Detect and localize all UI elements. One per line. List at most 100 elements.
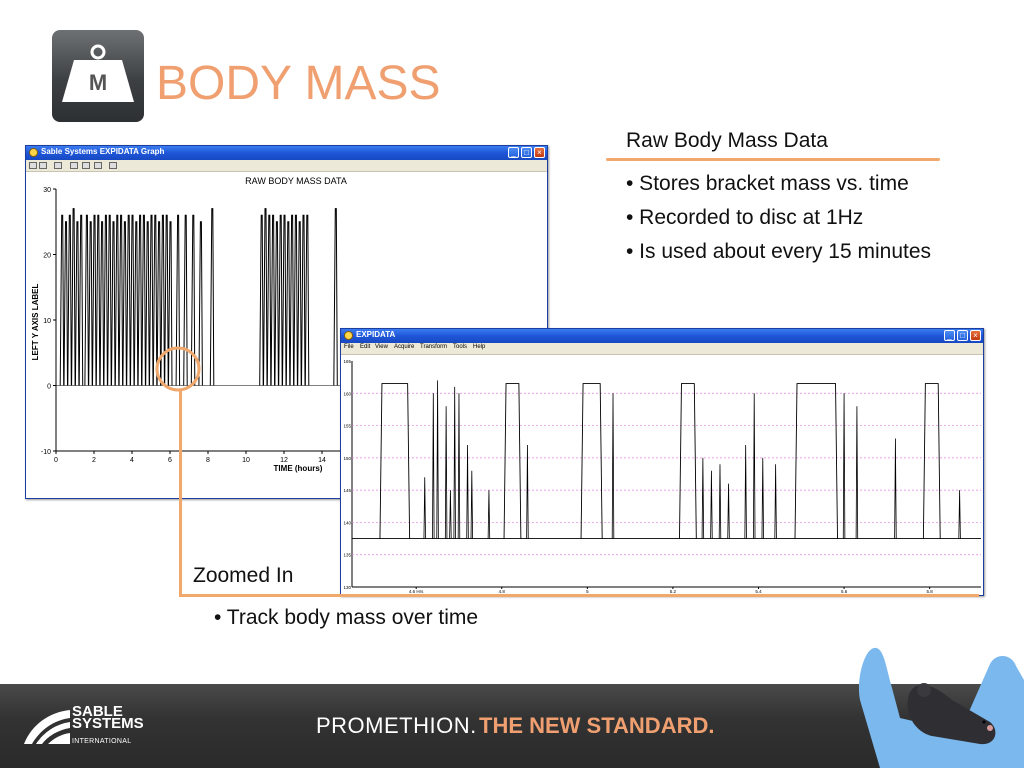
window-titlebar[interactable]: Sable Systems EXPIDATA Graph _ □ ×: [26, 146, 547, 160]
expidata-graph-window[interactable]: Sable Systems EXPIDATA Graph _ □ × RAW B…: [25, 145, 548, 499]
y-tick-label: 130: [343, 585, 351, 590]
y-tick-label: 145: [343, 488, 351, 493]
data-spike: [444, 406, 448, 539]
data-spike: [297, 221, 302, 386]
close-button[interactable]: ×: [534, 147, 545, 158]
y-axis-label: LEFT Y AXIS LABEL: [31, 284, 40, 361]
x-tick-label: 4: [130, 457, 134, 464]
tagline-product: PROMETHION.: [316, 713, 477, 738]
window-titlebar[interactable]: EXPIDATA _ □ ×: [341, 329, 983, 343]
y-tick-label: -10: [41, 449, 51, 456]
y-tick-label: 140: [343, 520, 351, 525]
x-tick-label: 5: [586, 589, 589, 593]
x-tick-label: 8: [206, 457, 210, 464]
zoom-icon[interactable]: [70, 162, 78, 169]
x-tick-label: 12: [280, 457, 288, 464]
chart-title: RAW BODY MASS DATA: [245, 176, 347, 186]
save-icon[interactable]: [39, 162, 47, 169]
weight-icon: M: [62, 44, 134, 102]
y-tick-label: 165: [343, 359, 351, 364]
heading-divider: [606, 158, 940, 161]
x-tick-label: 5.6: [841, 589, 848, 593]
data-spike: [59, 214, 65, 386]
data-spike: [145, 221, 150, 386]
data-spike: [118, 214, 124, 386]
menu-acquire[interactable]: Acquire: [394, 344, 415, 350]
data-spike: [727, 483, 730, 539]
data-spike: [141, 214, 146, 386]
camera-icon[interactable]: [109, 162, 117, 169]
data-spike: [130, 214, 135, 386]
y-tick-label: 155: [343, 424, 351, 429]
data-spike: [487, 490, 491, 539]
data-spike: [842, 393, 846, 539]
data-plateau: [503, 383, 522, 539]
menu-transform[interactable]: Transform: [420, 344, 448, 350]
zoom-circle: [155, 346, 201, 392]
brand-top: SABLE: [72, 703, 123, 720]
data-spike: [74, 221, 80, 386]
data-spike: [266, 214, 272, 386]
weight-logo-icon: M: [52, 30, 144, 122]
data-spike: [107, 214, 112, 386]
data-spike: [432, 393, 435, 539]
data-spike: [122, 221, 127, 386]
data-spike: [526, 444, 529, 539]
data-spike: [270, 214, 276, 386]
data-spike: [126, 214, 131, 386]
y-tick-label: 150: [343, 456, 351, 461]
bullet-item: • Stores bracket mass vs. time: [626, 172, 909, 195]
data-spike: [855, 406, 859, 539]
data-spike: [449, 490, 452, 539]
menu-file[interactable]: File: [344, 344, 354, 350]
menu-tools[interactable]: Tools: [453, 344, 468, 350]
data-spike: [133, 221, 139, 386]
data-spike: [263, 208, 268, 386]
zoomed-body-mass-chart: 165 160 155 150 145 140 135 130 4.6 Hrs 4.8 5 5.2 5.…: [343, 359, 981, 593]
menu-view[interactable]: View: [375, 344, 388, 350]
app-icon: [29, 148, 38, 157]
data-spike: [152, 214, 158, 386]
y-tick-label: 20: [43, 253, 51, 260]
marker-icon[interactable]: [82, 162, 90, 169]
data-spike: [718, 464, 722, 539]
data-spike: [301, 214, 306, 386]
expidata-zoom-window[interactable]: EXPIDATA _ □ × File Edit View Acquire Tr…: [340, 328, 984, 596]
minimize-button[interactable]: _: [508, 147, 519, 158]
close-button[interactable]: ×: [970, 330, 981, 341]
data-spike: [423, 477, 426, 539]
menu-help[interactable]: Help: [473, 344, 486, 350]
crop-icon[interactable]: [94, 162, 102, 169]
minimize-button[interactable]: _: [944, 330, 955, 341]
data-spike: [761, 457, 764, 539]
data-plateau: [922, 383, 941, 539]
window-title: EXPIDATA: [356, 330, 396, 339]
x-tick-label: 4.6 Hrs: [409, 589, 424, 593]
print-icon[interactable]: [54, 162, 62, 169]
data-spike: [774, 464, 777, 539]
x-tick-label: 5.8: [927, 589, 934, 593]
data-spike: [285, 221, 291, 386]
maximize-button[interactable]: □: [521, 147, 532, 158]
maximize-button[interactable]: □: [957, 330, 968, 341]
page-title: BODY MASS: [156, 57, 441, 110]
data-spike: [92, 214, 97, 386]
data-spike: [95, 214, 101, 386]
callout-connector: [179, 391, 182, 597]
brand-name: SABLE SYSTEMS: [72, 703, 144, 731]
toolbar: [26, 160, 547, 172]
data-plateau: [679, 383, 697, 539]
x-tick-label: 5.2: [670, 589, 677, 593]
raw-data-heading: Raw Body Mass Data: [626, 129, 828, 152]
data-spike: [84, 214, 89, 386]
open-icon[interactable]: [29, 162, 37, 169]
menu-edit[interactable]: Edit: [360, 344, 371, 350]
x-tick-label: 0: [54, 457, 58, 464]
data-spike: [259, 214, 264, 386]
data-spike: [209, 208, 215, 386]
data-spike: [103, 214, 108, 386]
data-plateau: [379, 383, 411, 539]
callout-underline: [179, 594, 979, 597]
data-spike: [333, 208, 338, 386]
data-spike: [114, 214, 120, 386]
